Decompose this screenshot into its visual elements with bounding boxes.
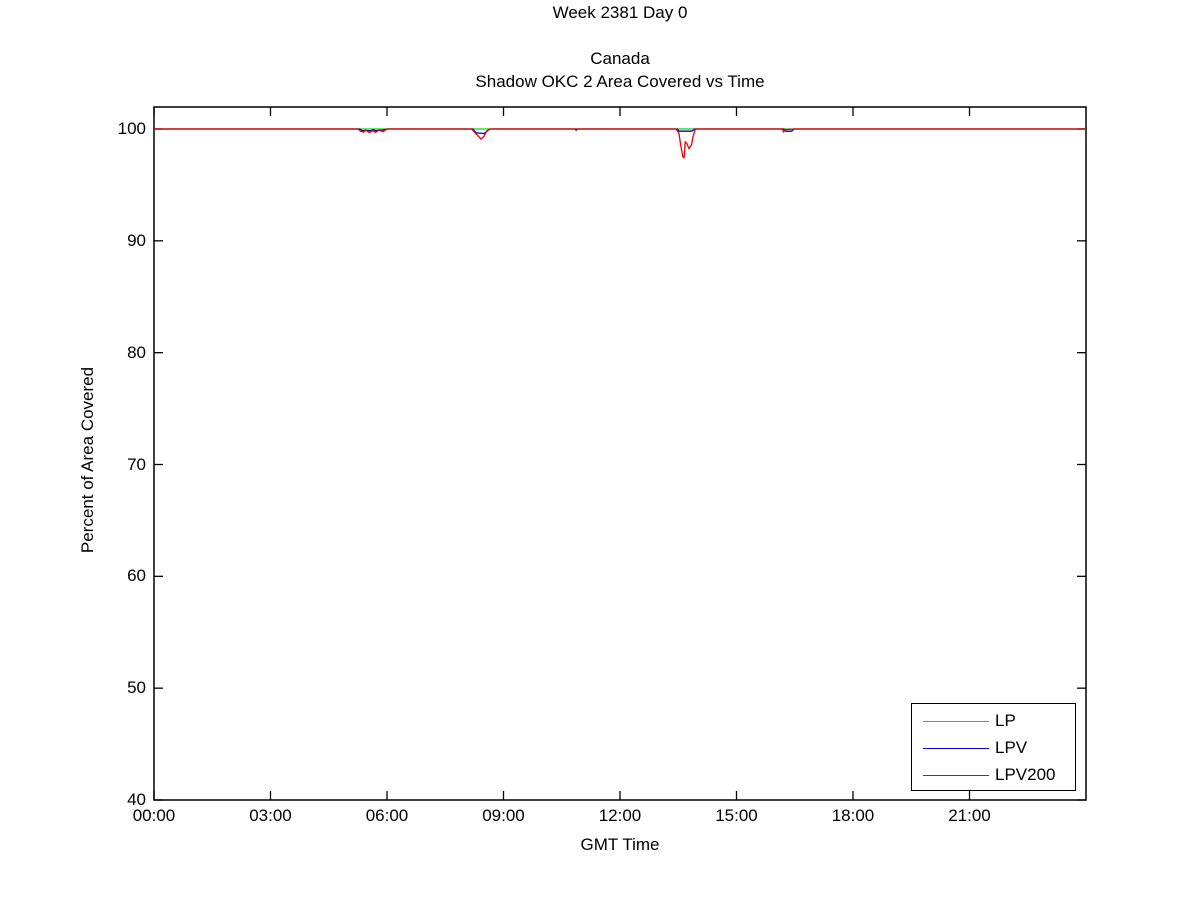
chart-title-line1: Canada [590, 49, 650, 68]
x-tick-label-0000: 00:00 [132, 806, 176, 825]
legend-line-sample-lpv [923, 748, 989, 749]
x-tick-label-0600: 06:00 [365, 806, 409, 825]
y-tick-label-100: 100 [117, 119, 146, 138]
x-tick-label-0900: 09:00 [482, 806, 525, 825]
y-tick-label-80: 80 [127, 342, 146, 362]
series-line-lpv [154, 128, 1086, 135]
y-tick-label-90: 90 [127, 230, 146, 250]
legend-item-lpv: LPV [912, 735, 1075, 763]
legend-item-lpv200: LPV200 [912, 762, 1075, 790]
legend-label-lpv200: LPV200 [995, 765, 1056, 784]
x-tick-label-0300: 03:00 [249, 806, 292, 825]
y-tick-label-60: 60 [127, 566, 146, 586]
y-tick-label-50: 50 [127, 678, 146, 698]
chart-title-line2: Shadow OKC 2 Area Covered vs Time [475, 72, 765, 91]
x-tick-label-2100: 21:00 [948, 806, 991, 825]
legend-label-lp: LP [995, 711, 1016, 730]
x-axis-label: GMT Time [580, 835, 660, 854]
x-tick-label-1500: 15:00 [715, 806, 758, 825]
y-tick-label-70: 70 [127, 454, 146, 474]
figure-suptitle: Week 2381 Day 0 [552, 3, 688, 22]
y-tick-label-40: 40 [127, 790, 146, 809]
x-tick-label-1200: 12:00 [598, 806, 642, 825]
series-line-lpv200 [154, 128, 1086, 159]
legend-label-lpv: LPV [995, 738, 1028, 757]
legend-line-sample-lpv200 [923, 775, 989, 776]
legend-item-lp: LP [912, 708, 1075, 736]
x-tick-label-1800: 18:00 [831, 806, 875, 825]
legend-line-sample-lp [923, 721, 989, 722]
axes-box [153, 106, 1087, 801]
legend: LP LPV LPV200 [911, 703, 1076, 791]
